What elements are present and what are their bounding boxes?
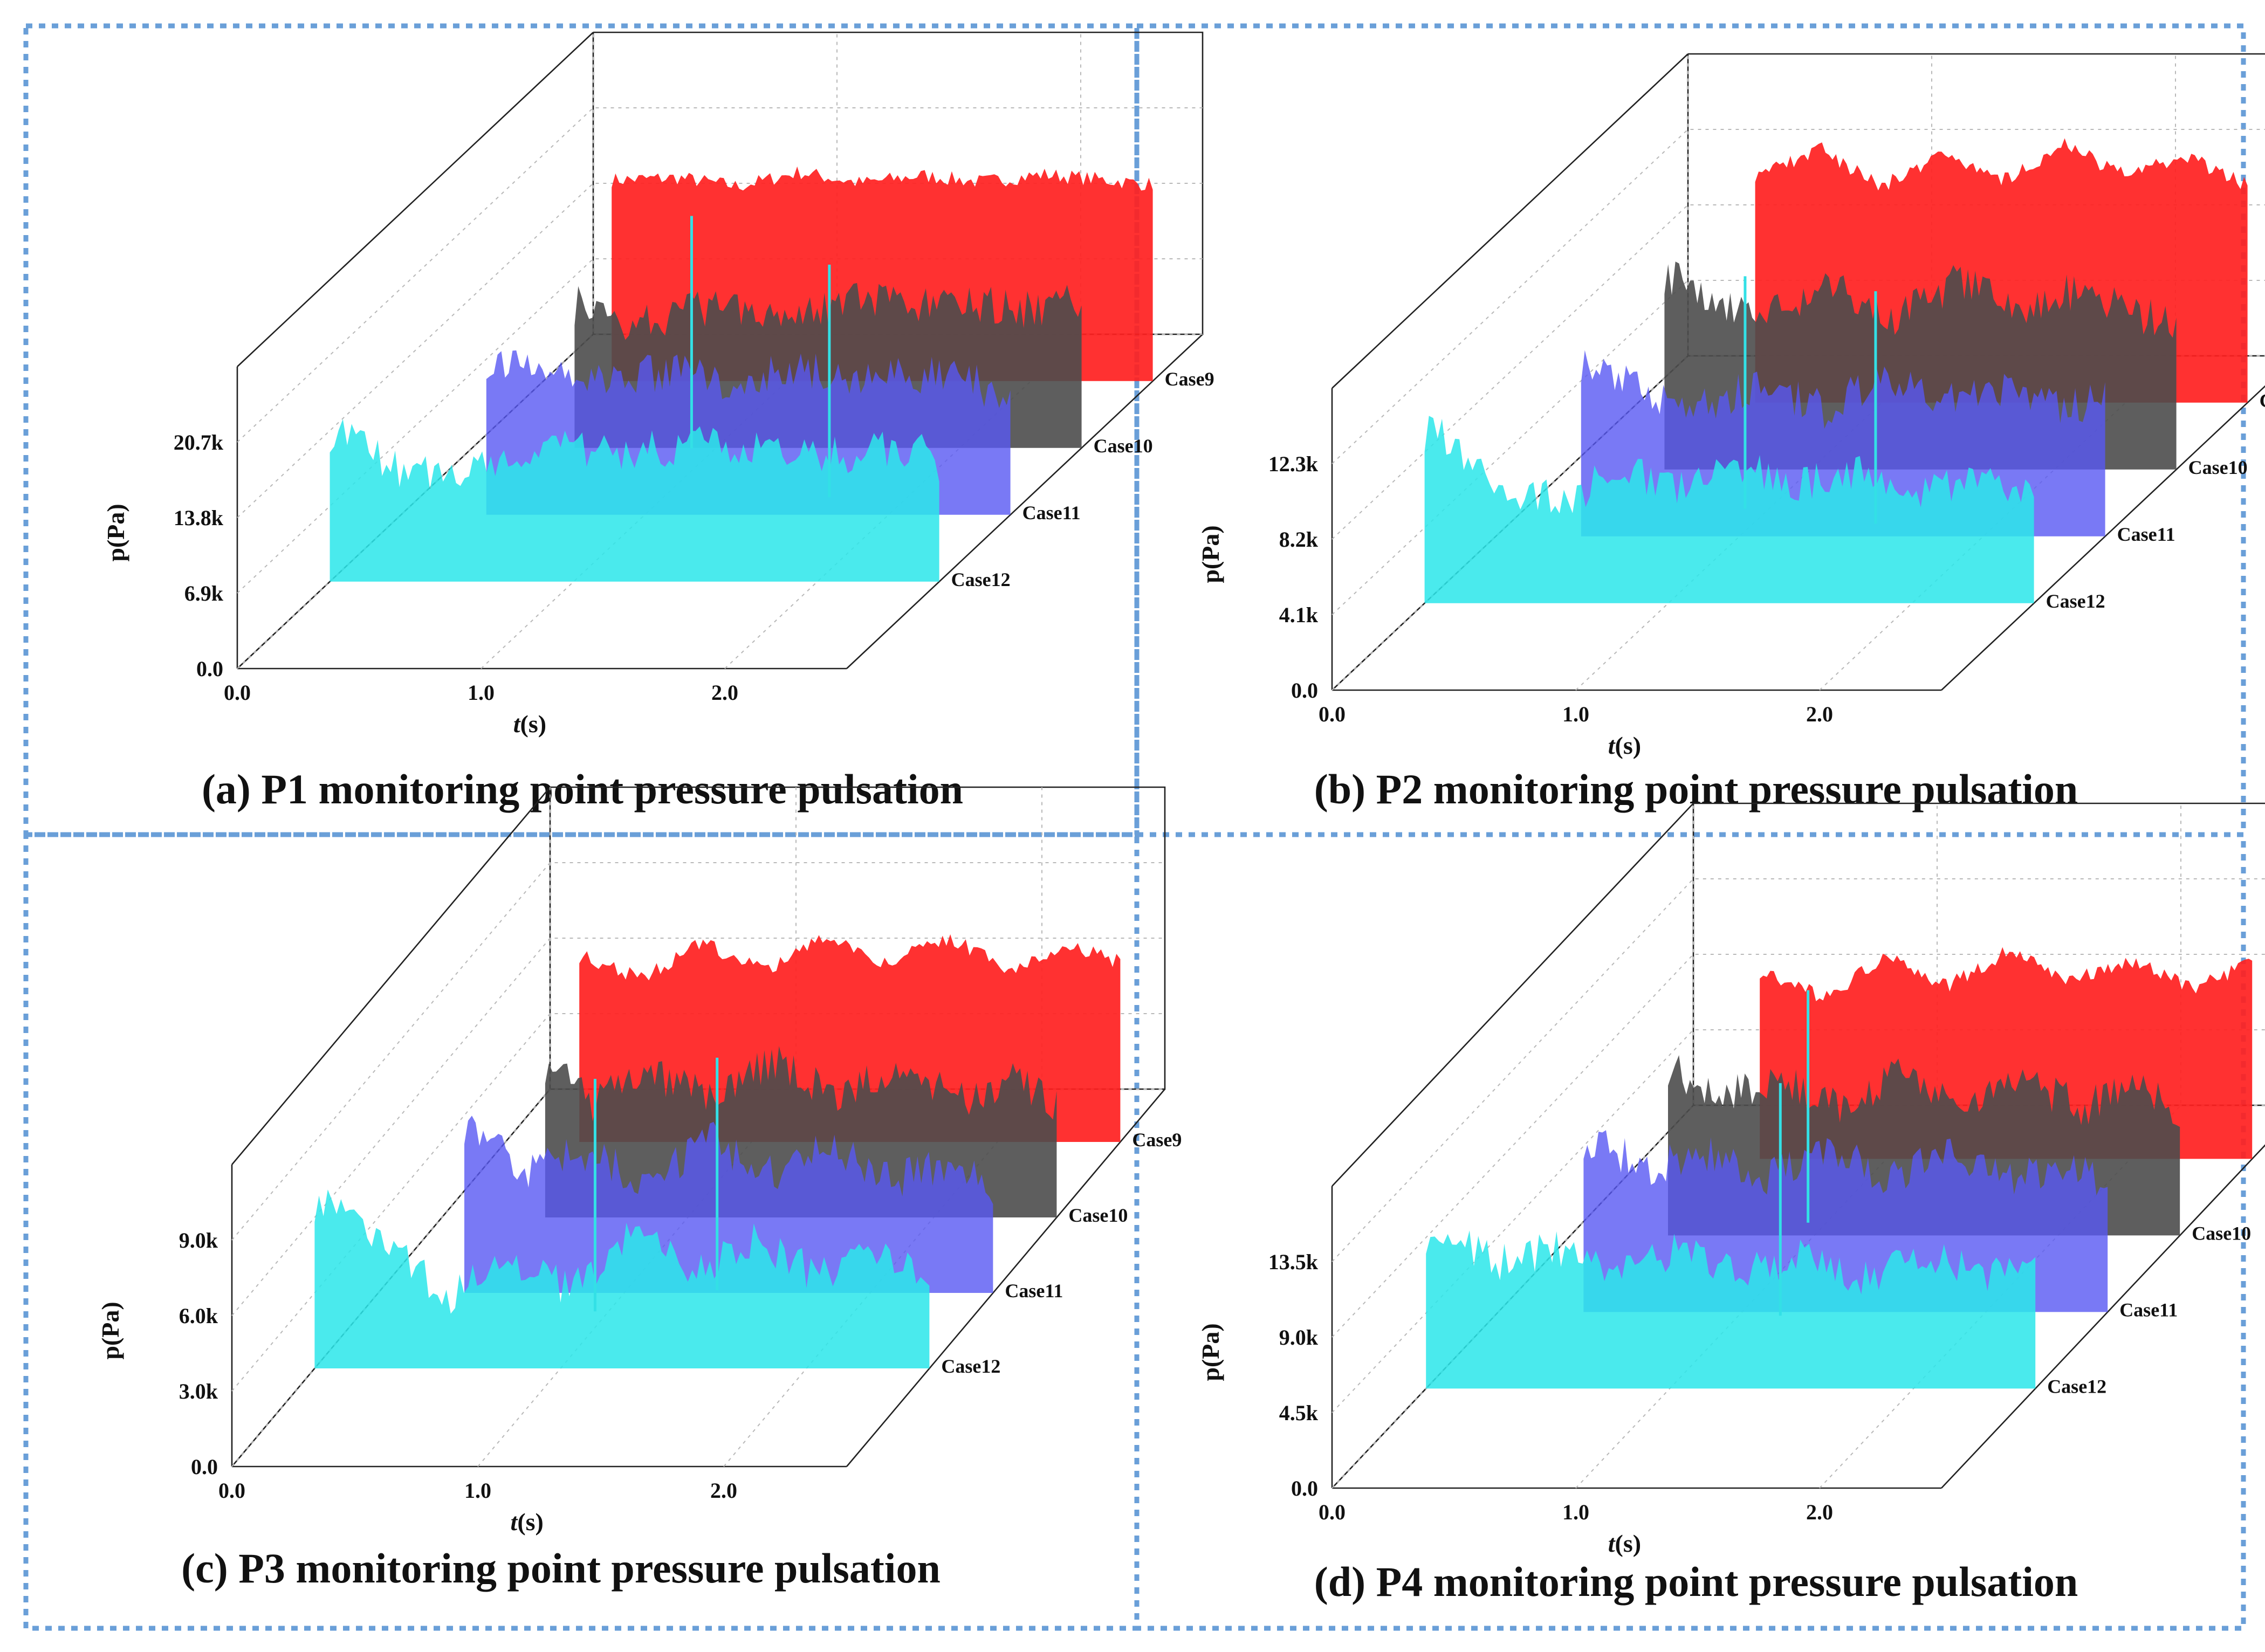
x-tick-label: 2.0 [711, 680, 738, 705]
y-tick-label: 0.0 [1291, 678, 1318, 703]
series-area-case12 [1426, 1230, 2036, 1389]
series-case9: Case9 [579, 934, 1182, 1151]
y-tick-label: 4.5k [1279, 1401, 1319, 1425]
y-tick-label: 3.0k [179, 1379, 218, 1403]
x-axis-title: t(s) [1608, 732, 1641, 759]
chart-panel-b: Case9 Case10 Case11 Case12 0.0 1.0 2.0 0.0 4.1k 8… [1197, 53, 2265, 813]
x-tick-label: 1.0 [1562, 702, 1589, 726]
y-tick-label: 0.0 [191, 1455, 218, 1479]
series-label-case9: Case9 [1132, 1129, 1182, 1151]
series-label-case9: Case9 [2264, 1146, 2265, 1167]
panel-frame-d [1134, 832, 2246, 1631]
y-tick-label: 9.0k [179, 1228, 218, 1252]
grid-line [1331, 954, 2265, 1338]
grid-line [1575, 54, 1932, 691]
y-tick-label: 0.0 [196, 657, 223, 681]
panel-caption: (d) P4 monitoring point pressure pulsati… [1314, 1558, 2078, 1605]
x-axis-title: t(s) [513, 710, 546, 738]
y-axis-title: p(Pa) [1197, 1323, 1224, 1381]
y-tick-label: 13.5k [1268, 1250, 1319, 1274]
series-label-case12: Case12 [941, 1355, 1000, 1377]
series-area-case12 [1424, 416, 2034, 603]
grid-line [481, 32, 838, 669]
series-label-case10: Case10 [2192, 1222, 2251, 1244]
panel-caption: (b) P2 monitoring point pressure pulsati… [1314, 766, 2078, 813]
x-tick-label: 0.0 [1319, 1500, 1346, 1524]
chart-panel-d: Case9 Case10 Case11 Case12 0.0 1.0 2.0 0.0 4.5k 9… [1197, 802, 2265, 1605]
series-label-case11: Case11 [2119, 1299, 2178, 1320]
grid-line [724, 32, 1081, 669]
x-tick-label: 1.0 [1562, 1500, 1589, 1524]
x-tick-label: 0.0 [224, 680, 251, 705]
series-label-case12: Case12 [2047, 1375, 2106, 1397]
series-label-case10: Case10 [1094, 435, 1153, 457]
series-label-case10: Case10 [1068, 1204, 1128, 1226]
series-label-case11: Case11 [1022, 502, 1081, 524]
panel-frame-a [23, 23, 1140, 837]
panel-caption: (a) P1 monitoring point pressure pulsati… [202, 766, 963, 813]
y-tick-label: 20.7k [174, 430, 224, 455]
panel-caption: (c) P3 monitoring point pressure pulsati… [181, 1545, 941, 1592]
grid-line [1331, 878, 2265, 1262]
y-tick-label: 9.0k [1279, 1325, 1319, 1350]
grid-line [237, 32, 594, 669]
x-axis-title: t(s) [1608, 1530, 1641, 1557]
chart-panel-a: Case9 Case10 Case11 Case12 0.0 1.0 2.0 0.0 6.9k 1… [102, 31, 1214, 813]
series-label-case12: Case12 [2046, 590, 2105, 612]
series-case12: Case12 [314, 1189, 1000, 1377]
axis-box [231, 786, 1166, 1468]
y-axis-title: p(Pa) [1197, 525, 1224, 583]
y-axis-title: p(Pa) [102, 504, 129, 561]
y-tick-label: 12.3k [1268, 452, 1319, 476]
series-area-case9 [579, 934, 1121, 1142]
x-tick-label: 1.0 [464, 1478, 491, 1503]
y-tick-label: 8.2k [1279, 527, 1319, 552]
x-tick-label: 0.0 [218, 1478, 245, 1503]
y-axis-title: p(Pa) [97, 1302, 124, 1359]
series-label-case12: Case12 [951, 569, 1011, 590]
x-tick-label: 0.0 [1319, 702, 1346, 726]
y-tick-label: 6.9k [184, 581, 224, 605]
y-tick-label: 4.1k [1279, 603, 1319, 627]
series-label-case11: Case11 [2117, 524, 2175, 545]
x-tick-label: 2.0 [1806, 1500, 1833, 1524]
x-tick-label: 2.0 [710, 1478, 737, 1503]
series-case12: Case12 [330, 419, 1011, 590]
series-case12: Case12 [1426, 1230, 2106, 1397]
grid-line [1331, 54, 1689, 691]
series-label-case9: Case9 [1165, 368, 1214, 390]
y-tick-label: 0.0 [1291, 1476, 1318, 1500]
series-label-case9: Case9 [2260, 390, 2265, 411]
series-area-case12 [314, 1189, 930, 1368]
series-label-case10: Case10 [2188, 457, 2248, 478]
x-axis-title: t(s) [511, 1508, 544, 1536]
y-tick-label: 6.0k [179, 1304, 218, 1328]
series-label-case11: Case11 [1005, 1280, 1063, 1302]
x-tick-label: 2.0 [1806, 702, 1833, 726]
chart-panel-c: Case9 Case10 Case11 Case12 0.0 1.0 2.0 0.0 3.0k 6… [97, 786, 1182, 1592]
x-tick-label: 1.0 [468, 680, 495, 705]
series-area-case12 [330, 419, 939, 582]
y-tick-label: 13.8k [174, 506, 224, 530]
series-case12: Case12 [1424, 416, 2105, 612]
grid-line [1819, 54, 2176, 691]
